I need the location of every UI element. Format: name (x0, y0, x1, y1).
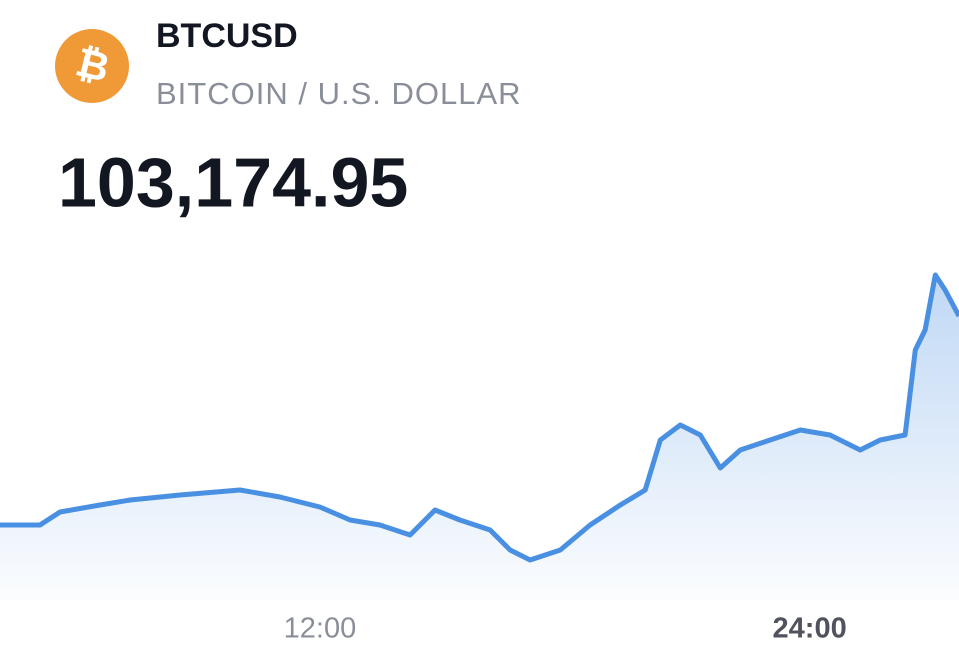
x-tick-label: 12:00 (284, 613, 357, 645)
area (0, 275, 959, 600)
plot: 12:00 24:00 (0, 272, 959, 645)
symbol-name: BITCOIN / U.S. DOLLAR (156, 76, 522, 111)
symbol: BTCUSD (156, 17, 298, 55)
logo-circle (55, 29, 129, 103)
price: 103,174.95 (58, 143, 408, 221)
x-tick-label: 24:00 (773, 613, 847, 645)
price-line (0, 272, 959, 563)
